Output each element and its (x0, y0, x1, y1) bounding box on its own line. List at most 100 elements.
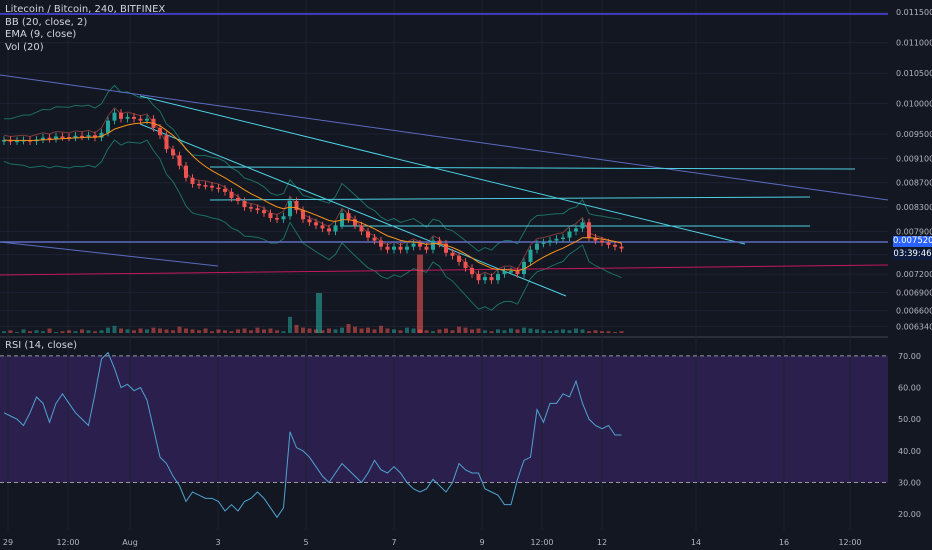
candlesticks (2, 109, 624, 284)
candle-body (489, 277, 494, 281)
volume-bar (353, 326, 357, 333)
price-tick-label: 0.010000 (896, 100, 932, 109)
rsi-tick-label: 40.00 (898, 447, 921, 456)
volume-bar (379, 325, 383, 333)
axis-background (888, 0, 932, 550)
volume-bar (450, 330, 455, 333)
candle-body (119, 112, 123, 119)
candle-body (80, 135, 84, 138)
volume-bar-large (316, 293, 322, 333)
candle-body (424, 246, 429, 250)
candle-body (307, 219, 312, 223)
volume-bar (242, 328, 247, 333)
volume-bar (489, 331, 494, 333)
time-tick-label: 14 (691, 538, 701, 547)
volume-bar (145, 329, 149, 333)
rsi-tick-label: 30.00 (898, 479, 921, 488)
volume-bar (327, 328, 331, 333)
candle-body (483, 277, 487, 281)
volume-bar (548, 331, 552, 333)
time-tick-label: 12:00 (530, 538, 553, 547)
volume-bar (119, 328, 123, 333)
volume-bar (535, 329, 539, 333)
candle-body (574, 228, 578, 232)
price-tick-label: 0.009100 (896, 154, 932, 163)
candle-body (606, 242, 611, 245)
candle-body (528, 249, 533, 262)
candle-body (392, 246, 396, 250)
time-tick-label: 16 (779, 538, 789, 547)
indicator-ema[interactable]: EMA (9, close) (5, 29, 77, 40)
candle-body (567, 231, 572, 238)
candle-body (132, 116, 136, 119)
channel-upper-line (139, 95, 746, 245)
volume-bar (177, 326, 182, 333)
channel-lower-line (139, 123, 567, 297)
time-tick-label: 12:00 (56, 538, 79, 547)
indicator-bb[interactable]: BB (20, close, 2) (5, 16, 88, 28)
candle-body (203, 185, 208, 187)
candle-body (554, 238, 559, 241)
volume-bar (281, 331, 286, 333)
time-axis: 29 12:00 Aug 3 5 7 9 12:00 12 14 16 12:00 (3, 538, 862, 547)
time-tick-label: 29 (3, 538, 13, 547)
volume-bar (268, 328, 273, 333)
rsi-panel (0, 351, 888, 519)
candle-body (47, 137, 52, 140)
volume-bar (184, 328, 188, 333)
indicator-vol[interactable]: Vol (20) (5, 41, 44, 53)
volume-bar (320, 330, 325, 333)
candle-body (379, 240, 383, 247)
long-downtrend-line (0, 74, 889, 201)
volume-bar (99, 330, 104, 333)
candle-body (327, 228, 331, 232)
volume-bar (255, 327, 260, 333)
volume-bar (80, 329, 84, 333)
main-legend: Litecoin / Bitcoin, 240, BITFINEX BB (20… (5, 4, 165, 54)
candle-body (216, 187, 221, 190)
indicator-rsi[interactable]: RSI (14, close) (5, 340, 78, 351)
volume-bar (398, 330, 403, 333)
candle-body (444, 243, 448, 253)
time-tick-label: 9 (479, 538, 484, 547)
time-tick-label: 7 (391, 538, 396, 547)
volume-bar (112, 325, 117, 333)
countdown-tag: 03:39:46 (893, 249, 932, 260)
rsi-band (0, 355, 888, 483)
candle-body (112, 112, 117, 121)
candle-body (580, 222, 585, 229)
volume-bar (210, 331, 214, 333)
volume-bar (359, 328, 364, 333)
candle-body (613, 244, 617, 247)
volume-bar (606, 331, 611, 333)
volume-bar (288, 316, 292, 333)
volume-bar (60, 331, 65, 333)
candle-body (54, 136, 58, 139)
candle-body (437, 240, 442, 244)
candle-body (405, 246, 409, 250)
candle-body (301, 210, 305, 220)
last-price: 0.007520 (893, 236, 932, 246)
candle-body (502, 271, 507, 275)
bb-lower (3, 139, 622, 311)
volume-bar (73, 331, 78, 333)
candle-body (398, 246, 403, 250)
volume-bar (158, 328, 162, 333)
volume-bar (21, 329, 26, 333)
candle-body (411, 243, 416, 247)
volume-bar-spike (417, 254, 423, 333)
price-tick-label: 0.008300 (896, 203, 932, 212)
price-tick-label: 0.008700 (896, 179, 932, 188)
price-tick-label: 0.006340 (896, 322, 932, 331)
volume-bar (41, 331, 45, 333)
candle-body (619, 246, 624, 249)
volume-bar (483, 330, 487, 333)
candle-body (320, 225, 325, 229)
volume-bar (93, 331, 97, 333)
candle-body (15, 140, 19, 143)
volume-bar (249, 330, 253, 333)
price-tick-label: 0.010500 (896, 69, 932, 78)
candle-body (366, 231, 370, 238)
